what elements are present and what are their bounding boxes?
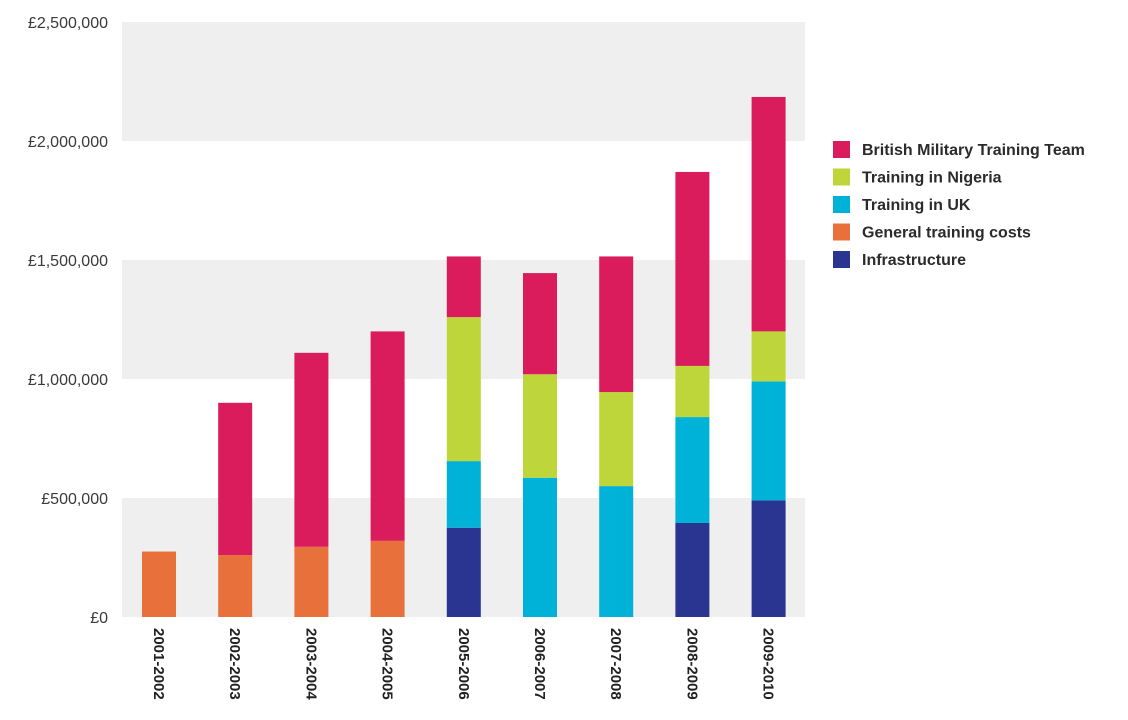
bar-segment-infrastructure xyxy=(751,500,786,617)
bar-segment-general-training-costs xyxy=(370,540,405,617)
bar-segment-british-military-training-team xyxy=(523,273,557,375)
bar-segment-british-military-training-team xyxy=(599,256,634,393)
grid-band xyxy=(122,22,805,141)
x-axis: 2001-2002 2002-2003 2003-2004 2004-2005 2005… xyxy=(150,628,777,700)
bar-segment-general-training-costs xyxy=(294,546,329,617)
bar-segment-training-in-uk xyxy=(599,486,634,617)
bars xyxy=(142,96,786,617)
bar-segment-training-in-uk xyxy=(446,461,481,528)
legend-label: Training in Nigeria xyxy=(862,170,1002,187)
y-tick-label: £2,000,000 xyxy=(28,134,108,151)
legend-label: Infrastructure xyxy=(862,252,966,269)
legend: British Military Training Team Training i… xyxy=(833,141,1085,269)
x-tick-label: 2002-2003 xyxy=(226,628,243,700)
bar-segment-general-training-costs xyxy=(218,555,253,617)
legend-swatch xyxy=(833,168,850,186)
bar-segment-british-military-training-team xyxy=(218,402,253,556)
bar-segment-british-military-training-team xyxy=(294,352,329,547)
legend-swatch xyxy=(833,141,850,158)
legend-swatch xyxy=(833,196,850,213)
legend-label: General training costs xyxy=(862,225,1031,242)
bar-segment-training-in-nigeria xyxy=(599,392,634,487)
x-tick-label: 2006-2007 xyxy=(531,628,548,700)
x-tick-label: 2004-2005 xyxy=(379,628,396,700)
legend-swatch xyxy=(833,223,850,241)
bar-segment-british-military-training-team xyxy=(751,96,786,332)
x-tick-label: 2003-2004 xyxy=(302,628,319,700)
x-tick-label: 2007-2008 xyxy=(607,628,624,700)
bar-segment-british-military-training-team xyxy=(370,331,405,541)
bar-segment-training-in-nigeria xyxy=(446,317,481,462)
legend-swatch xyxy=(833,251,850,268)
y-tick-label: £0 xyxy=(90,610,108,627)
y-tick-label: £500,000 xyxy=(41,491,108,508)
x-tick-label: 2009-2010 xyxy=(760,628,777,700)
bar-segment-training-in-uk xyxy=(751,381,786,501)
bar-segment-infrastructure xyxy=(446,527,481,617)
x-tick-label: 2001-2002 xyxy=(150,628,167,700)
legend-label: Training in UK xyxy=(862,197,971,214)
x-tick-label: 2008-2009 xyxy=(683,628,700,700)
bar-segment-training-in-nigeria xyxy=(675,365,710,418)
y-tick-label: £1,500,000 xyxy=(28,253,108,270)
bar-segment-training-in-nigeria xyxy=(523,374,557,478)
bar-segment-general-training-costs xyxy=(142,551,176,617)
x-tick-label: 2005-2006 xyxy=(455,628,472,700)
bar-segment-infrastructure xyxy=(675,522,710,617)
bar-segment-british-military-training-team xyxy=(446,256,481,318)
bar-segment-training-in-nigeria xyxy=(751,331,786,382)
bar-segment-training-in-uk xyxy=(523,477,557,617)
y-axis: £0 £500,000 £1,000,000 £1,500,000 £2,000,000… xyxy=(28,15,108,627)
y-tick-label: £1,000,000 xyxy=(28,372,108,389)
bar-segment-training-in-uk xyxy=(675,417,710,523)
y-tick-label: £2,500,000 xyxy=(28,15,108,32)
legend-label: British Military Training Team xyxy=(862,142,1085,159)
bar-segment-british-military-training-team xyxy=(675,171,710,366)
